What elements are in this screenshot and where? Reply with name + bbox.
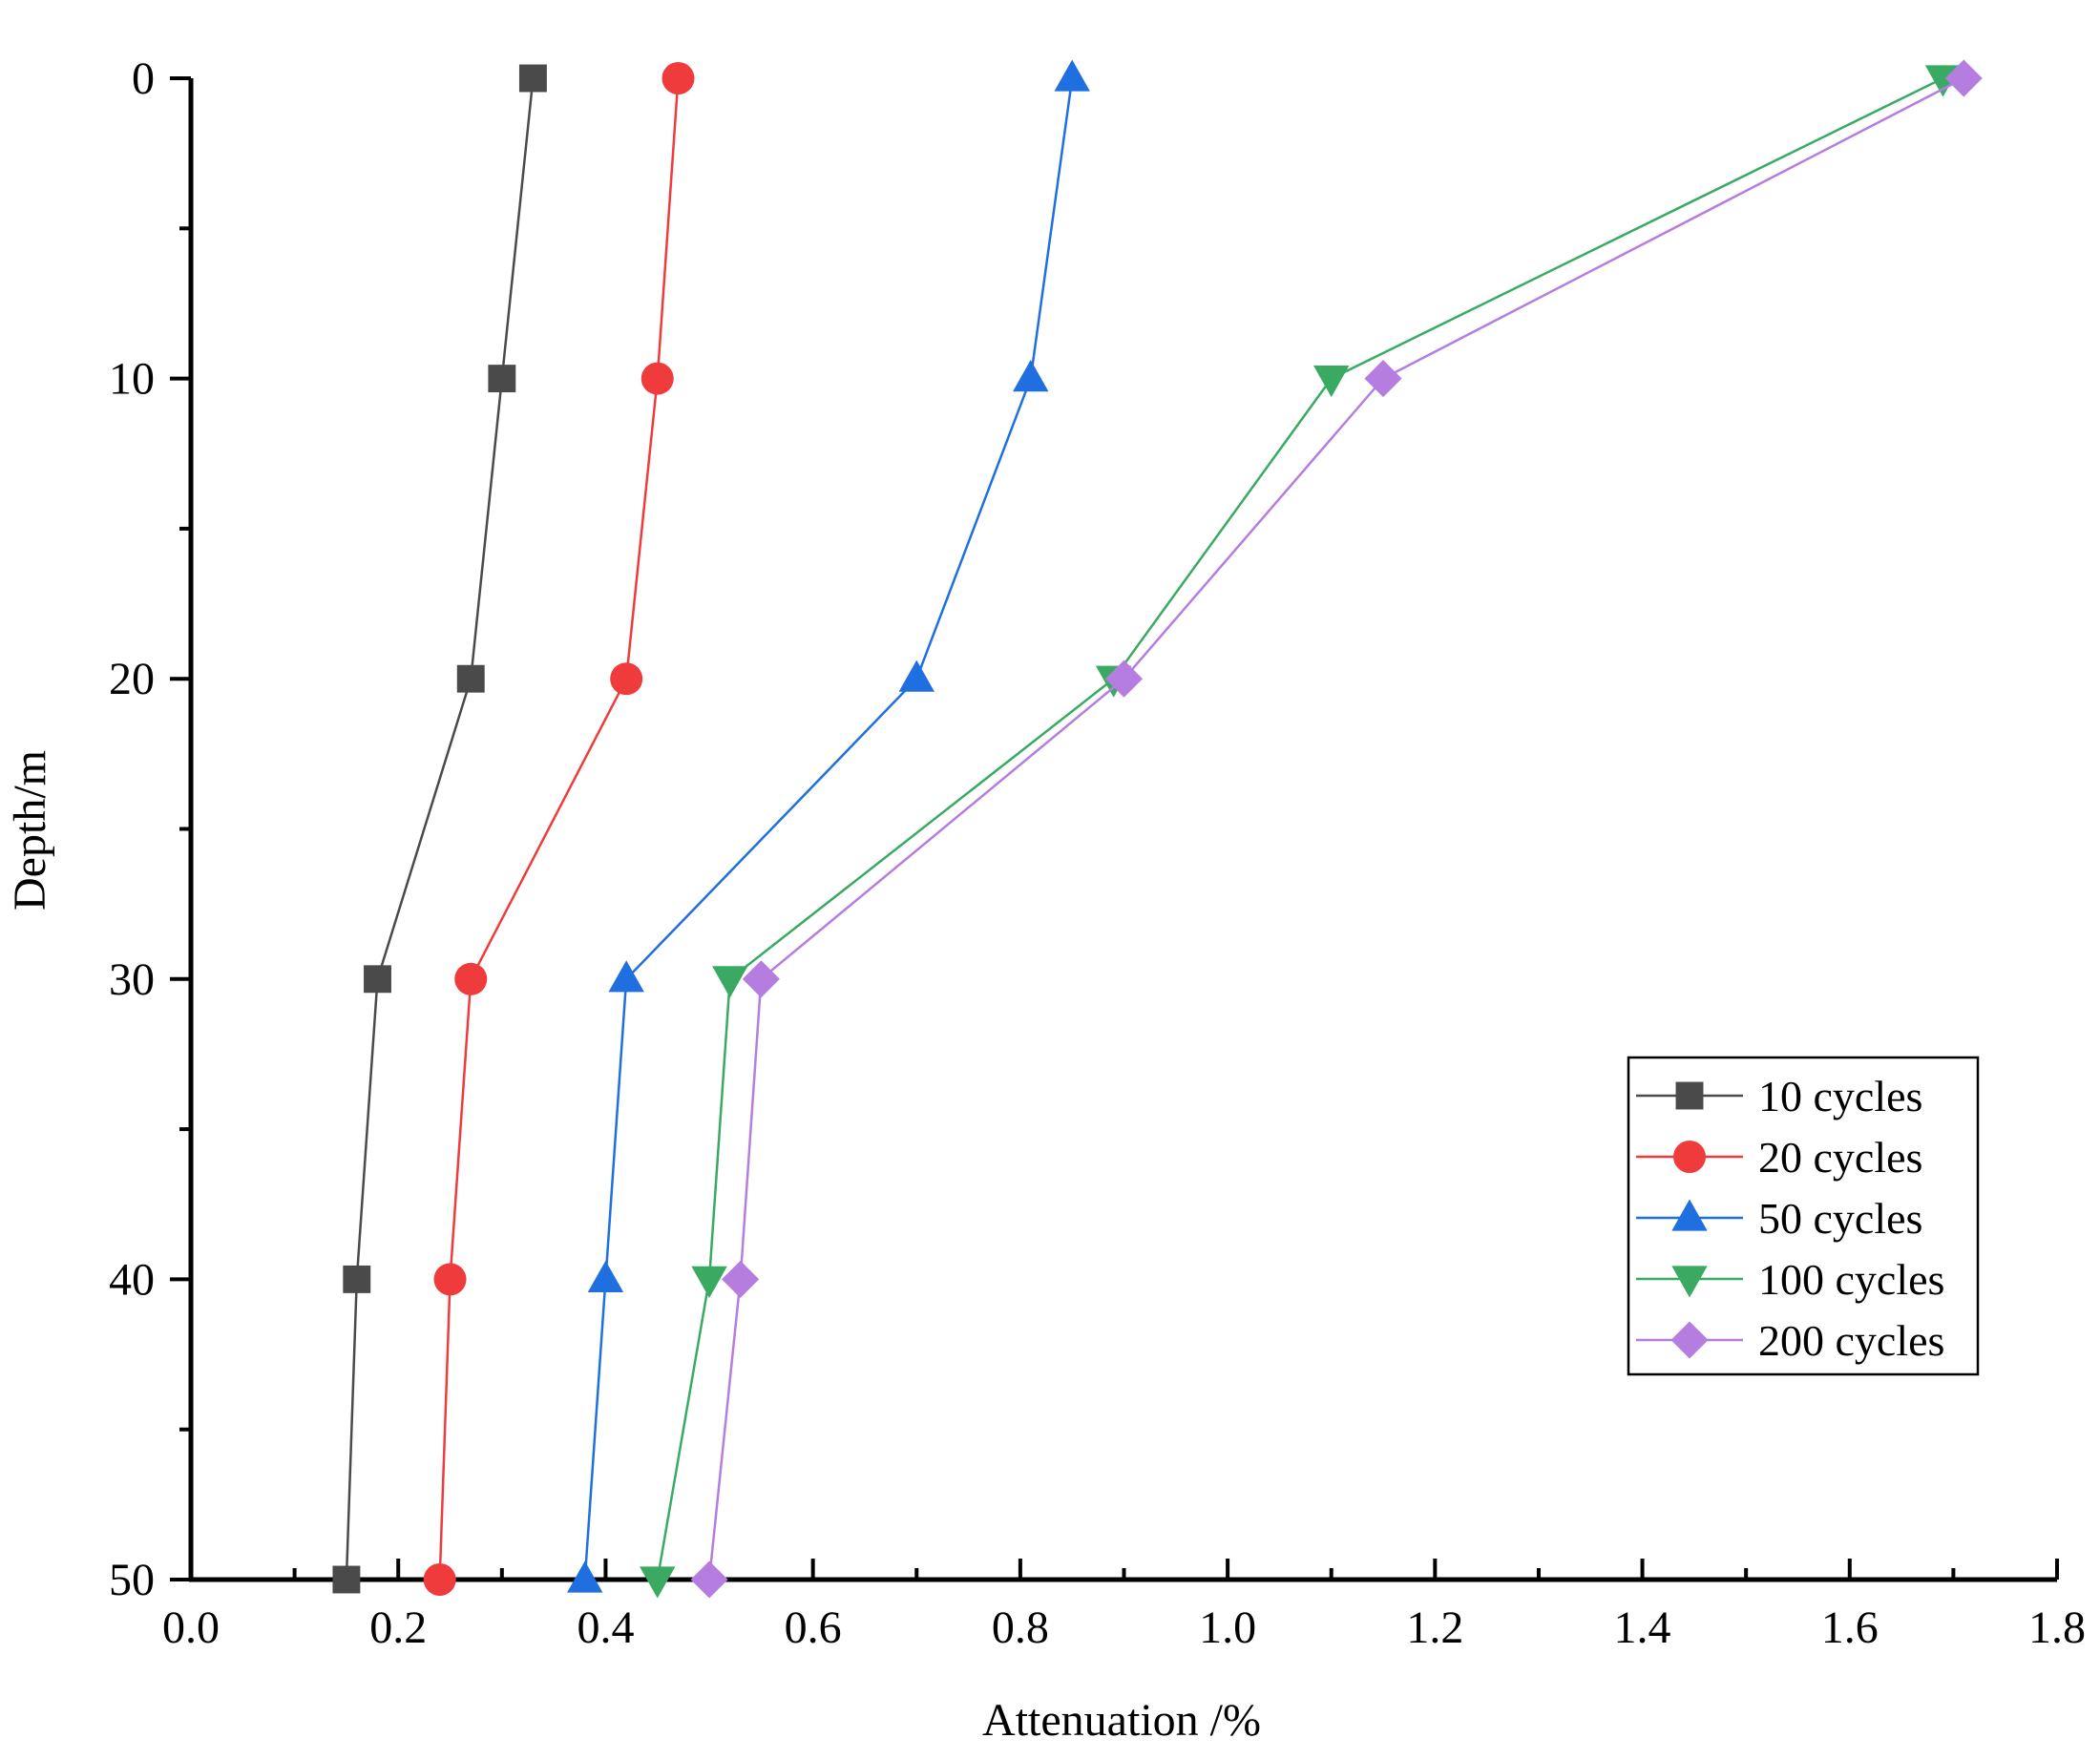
y-tick-label: 10	[109, 354, 155, 405]
series-20-cycles	[423, 62, 695, 1596]
legend-marker	[1671, 1266, 1708, 1298]
x-tick-label: 1.8	[2028, 1602, 2086, 1653]
legend-item: 200 cycles	[1636, 1316, 1944, 1365]
x-tick-label: 0.8	[992, 1602, 1049, 1653]
data-point	[690, 1560, 728, 1599]
x-tick-label: 0.2	[369, 1602, 427, 1653]
data-point	[567, 1560, 603, 1593]
series-line	[438, 77, 680, 1581]
series-10-cycles	[332, 64, 547, 1594]
data-point	[712, 966, 748, 998]
data-point	[742, 960, 780, 998]
legend-marker	[1675, 1081, 1704, 1110]
data-point	[587, 1260, 624, 1292]
series-layer	[332, 59, 1983, 1599]
y-tick-label: 40	[109, 1254, 155, 1305]
data-point	[1364, 360, 1402, 398]
data-point	[423, 1563, 456, 1596]
data-point	[1013, 360, 1049, 392]
series-line	[707, 76, 1964, 1581]
x-tick-label: 1.6	[1821, 1602, 1879, 1653]
data-point	[691, 1266, 727, 1298]
series-200-cycles	[690, 59, 1983, 1599]
data-point	[662, 62, 695, 94]
data-point	[456, 664, 485, 693]
series-line	[345, 77, 535, 1581]
data-point	[332, 1565, 361, 1594]
legend-label: 200 cycles	[1758, 1316, 1944, 1365]
data-point	[640, 1566, 676, 1599]
series-line	[583, 77, 1074, 1581]
legend-item: 10 cycles	[1636, 1072, 1922, 1120]
data-point	[898, 660, 934, 692]
legend-marker	[1670, 1321, 1709, 1359]
legend-label: 10 cycles	[1758, 1072, 1922, 1120]
data-point	[488, 365, 516, 393]
data-point	[343, 1265, 371, 1293]
legend-item: 20 cycles	[1636, 1133, 1922, 1182]
y-tick-label: 20	[109, 654, 155, 704]
data-point	[1313, 366, 1350, 398]
x-tick-label: 1.0	[1199, 1602, 1256, 1653]
y-tick-label: 0	[132, 53, 155, 104]
x-axis-title: Attenuation /%	[982, 1695, 1261, 1746]
x-tick-label: 0.4	[577, 1602, 634, 1653]
data-point	[608, 960, 644, 993]
series-line	[656, 76, 1944, 1581]
x-tick-label: 1.4	[1614, 1602, 1671, 1653]
series-50-cycles	[567, 59, 1090, 1593]
x-tick-label: 0.0	[162, 1602, 220, 1653]
data-point	[1104, 660, 1144, 698]
legend-item: 100 cycles	[1636, 1255, 1944, 1304]
legend-label: 20 cycles	[1758, 1133, 1922, 1182]
x-tick-label: 1.2	[1406, 1602, 1463, 1653]
data-point	[1944, 59, 1983, 97]
y-tick-label: 50	[109, 1555, 155, 1605]
data-point	[640, 362, 674, 395]
data-point	[1054, 59, 1090, 92]
legend-marker	[1671, 1199, 1708, 1231]
data-point	[454, 962, 488, 995]
legend-marker	[1673, 1141, 1706, 1173]
legend-label: 50 cycles	[1758, 1194, 1922, 1243]
data-point	[364, 965, 391, 994]
y-axis-title: Depth/m	[5, 750, 55, 911]
data-point	[433, 1263, 467, 1296]
data-point	[610, 662, 643, 696]
x-tick-label: 0.6	[785, 1602, 842, 1653]
y-tick-label: 30	[109, 954, 155, 1005]
axes: 0.0 0.2 0.4 0.6 0.8 1.0 1.2 1.4 1.6 1.8 0 10 20 30 40 5…	[109, 53, 2086, 1653]
legend-label: 100 cycles	[1758, 1255, 1944, 1304]
data-point	[722, 1260, 760, 1298]
data-point	[518, 64, 547, 93]
legend: 10 cycles 20 cycles 50 cycles 100 cycles 200…	[1627, 1056, 1980, 1376]
legend-item: 50 cycles	[1636, 1194, 1922, 1243]
